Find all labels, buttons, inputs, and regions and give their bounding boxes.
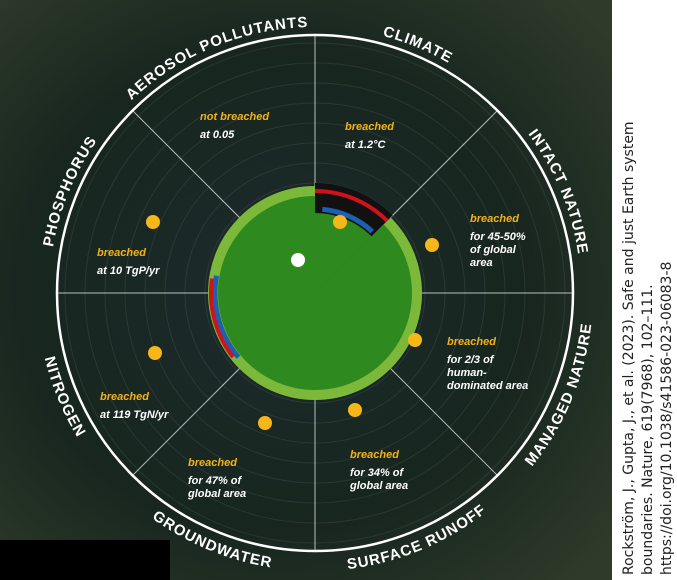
indicator-dot	[148, 346, 162, 360]
status: breached	[345, 121, 394, 133]
nutrient-blue	[212, 275, 241, 359]
citation-line: Rockström, J., Gupta, J., et al. (2023).…	[621, 121, 637, 575]
climate-red	[314, 189, 389, 223]
detail: at 0.05	[200, 129, 235, 141]
detail: for 34% of	[350, 467, 405, 479]
detail: for 47% of	[188, 475, 243, 487]
status: breached	[470, 213, 519, 225]
detail: human-	[447, 367, 487, 379]
indicator-dot	[333, 215, 347, 229]
status: breached	[447, 336, 496, 348]
status: breached	[100, 391, 149, 403]
detail: at 119 TgN/yr	[100, 409, 169, 421]
citation: Rockström, J., Gupta, J., et al. (2023).…	[621, 121, 675, 575]
detail: dominated area	[447, 380, 528, 392]
citation-line: boundaries. Nature, 619(7968), 102–111.	[640, 284, 656, 575]
climate-blue	[322, 206, 374, 234]
climate-inner	[315, 212, 372, 293]
detail: global area	[187, 488, 246, 500]
nutrient-red	[209, 278, 235, 359]
detail: for 45-50%	[470, 231, 526, 243]
detail: area	[470, 257, 493, 269]
aerosol-dot	[291, 253, 305, 267]
status: not breached	[200, 111, 269, 123]
indicator-dot	[258, 416, 272, 430]
detail: global area	[349, 480, 408, 492]
detail: at 10 TgP/yr	[97, 265, 160, 277]
black-box	[0, 540, 170, 580]
indicator-dot	[348, 403, 362, 417]
status: breached	[350, 449, 399, 461]
citation-line: https://doi.org/10.1038/s41586-023-06083…	[659, 262, 675, 575]
detail: at 1.2°C	[345, 139, 387, 151]
indicator-dot	[425, 238, 439, 252]
status: breached	[188, 457, 237, 469]
status: breached	[97, 247, 146, 259]
indicator-dot	[146, 215, 160, 229]
indicator-dot	[408, 333, 422, 347]
detail: for 2/3 of	[447, 354, 495, 366]
detail: of global	[470, 244, 517, 256]
